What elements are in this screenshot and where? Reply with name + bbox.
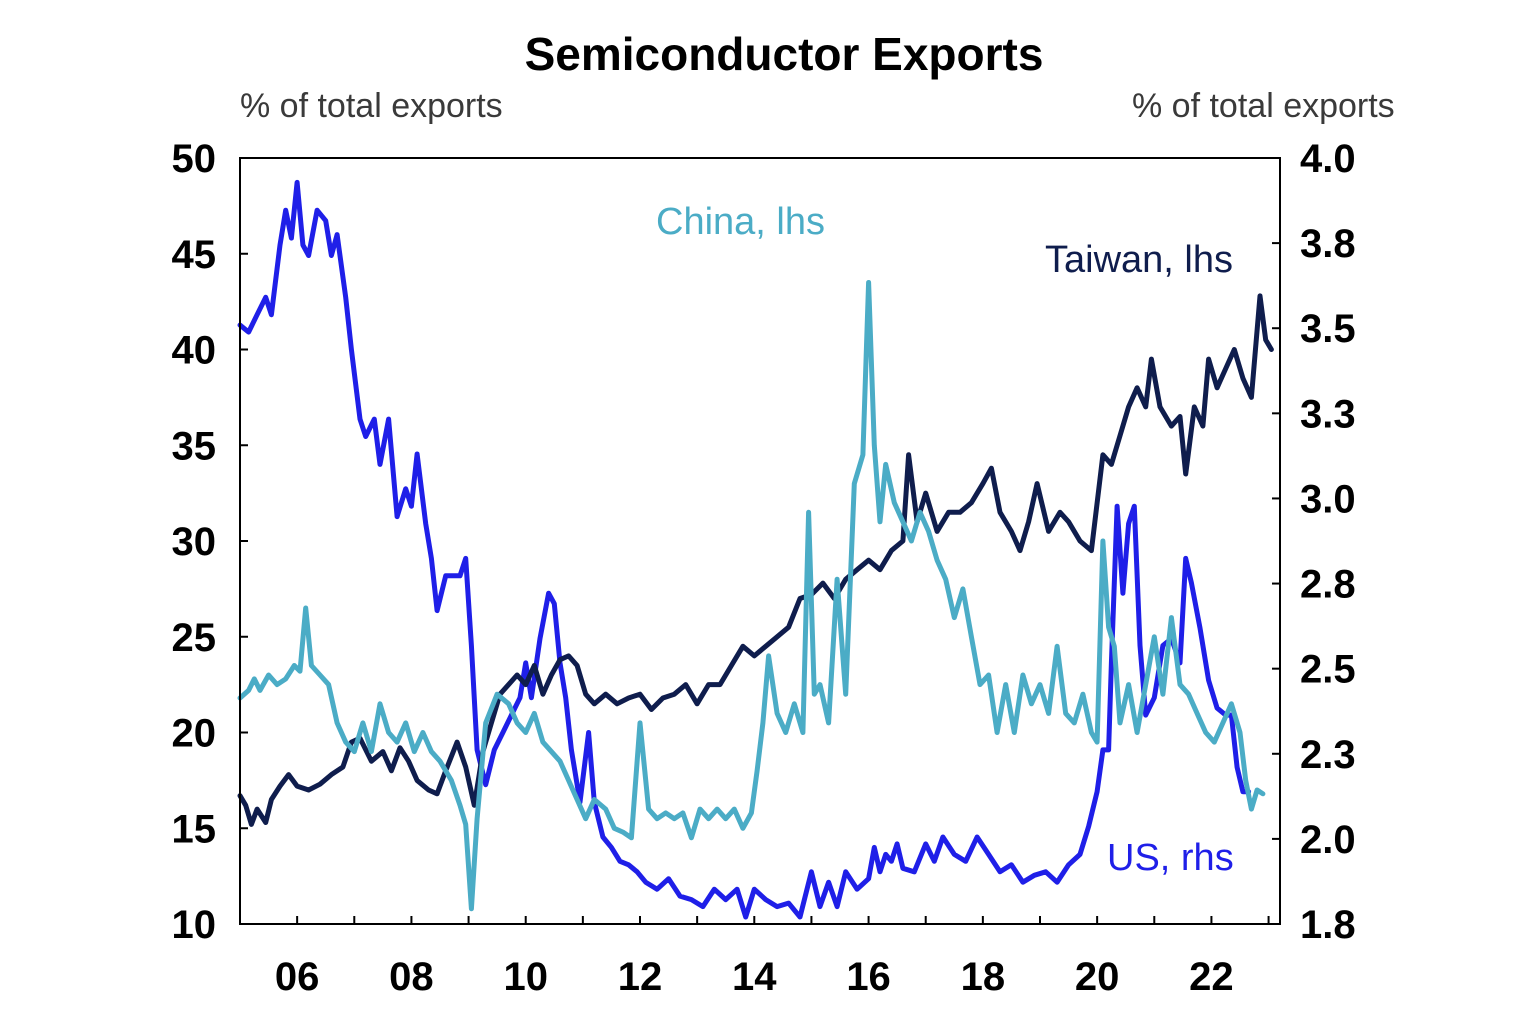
us-label: US, rhs [1107,837,1234,879]
x-tick-label: 08 [389,955,434,999]
x-tick-label: 18 [961,955,1006,999]
right-axis-unit: % of total exports [1132,87,1395,125]
right-tick-label: 2.8 [1300,563,1356,607]
right-tick-label: 3.5 [1300,307,1356,351]
x-tick-label: 06 [275,955,320,999]
left-tick-label: 50 [172,137,217,181]
left-tick-label: 20 [172,712,217,756]
right-tick-label: 2.3 [1300,733,1356,777]
left-tick-label: 45 [172,233,217,277]
left-tick-label: 40 [172,329,217,373]
right-tick-label: 3.0 [1300,477,1356,521]
right-tick-label: 2.0 [1300,818,1356,862]
x-tick-label: 14 [732,955,777,999]
chart-title: Semiconductor Exports [525,28,1044,80]
left-tick-label: 30 [172,520,217,564]
left-axis-unit: % of total exports [240,87,503,125]
china-label: China, lhs [656,201,825,243]
series-layer [237,179,1274,920]
x-tick-label: 20 [1075,955,1120,999]
x-tick-label: 12 [618,955,663,999]
x-tick-label: 16 [846,955,891,999]
left-tick-label: 15 [172,807,217,851]
x-tick-label: 22 [1189,955,1234,999]
left-tick-label: 10 [172,903,217,947]
left-tick-label: 25 [172,616,217,660]
series-line-2 [237,280,1266,912]
series-line-1 [237,293,1274,827]
right-tick-label: 1.8 [1300,903,1356,947]
series-line-0 [237,179,1252,920]
right-tick-label: 3.3 [1300,392,1356,436]
right-tick-label: 3.8 [1300,222,1356,266]
left-tick-label: 35 [172,424,217,468]
axis-layer: 10 15 20 25 30 35 40 45 50 1.8 2.0 2.3 2.5 2.8 3.0 3.3 3… [172,137,1356,999]
right-tick-label: 2.5 [1300,648,1356,692]
taiwan-label: Taiwan, lhs [1045,239,1233,281]
right-tick-label: 4.0 [1300,137,1356,181]
x-tick-label: 10 [503,955,548,999]
